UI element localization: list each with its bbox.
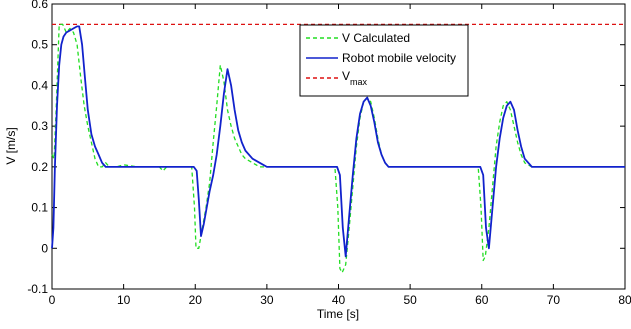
x-tick-label: 0 bbox=[49, 293, 56, 307]
y-tick-label: 0.3 bbox=[31, 119, 48, 133]
x-tick-label: 30 bbox=[260, 293, 274, 307]
y-tick-label: 0 bbox=[41, 241, 48, 255]
legend-label-vmax-main: V bbox=[342, 69, 350, 83]
y-tick-label: -0.1 bbox=[27, 282, 48, 296]
legend: V Calculated Robot mobile velocity Vmax bbox=[299, 24, 469, 97]
y-axis-title: V [m/s] bbox=[4, 127, 18, 164]
y-tick-label: 0.4 bbox=[31, 78, 48, 92]
y-tick-label: 0.6 bbox=[31, 0, 48, 11]
legend-label-v-calculated: V Calculated bbox=[342, 31, 410, 45]
x-axis-title: Time [s] bbox=[317, 307, 359, 321]
x-tick-label: 20 bbox=[189, 293, 203, 307]
legend-box bbox=[299, 24, 469, 97]
series-layer bbox=[51, 23, 625, 274]
x-tick-label: 40 bbox=[332, 293, 346, 307]
legend-label-robot-velocity: Robot mobile velocity bbox=[342, 51, 456, 65]
x-tick-labels: 0 10 20 30 40 50 60 70 80 bbox=[49, 293, 631, 307]
legend-label-vmax: Vmax bbox=[342, 69, 368, 87]
x-tick-label: 10 bbox=[117, 293, 131, 307]
x-tick-label: 70 bbox=[547, 293, 561, 307]
legend-label-vmax-sub: max bbox=[350, 77, 368, 87]
y-tick-label: 0.5 bbox=[31, 38, 48, 52]
y-tick-label: 0.2 bbox=[31, 160, 48, 174]
y-tick-labels: -0.1 0 0.1 0.2 0.3 0.4 0.5 0.6 bbox=[27, 0, 48, 296]
y-tick-label: 0.1 bbox=[31, 201, 48, 215]
x-tick-label: 50 bbox=[403, 293, 417, 307]
series-line-robot-mobile-velocity bbox=[51, 25, 625, 258]
x-tick-label: 60 bbox=[475, 293, 489, 307]
x-tick-label: 80 bbox=[618, 293, 631, 307]
